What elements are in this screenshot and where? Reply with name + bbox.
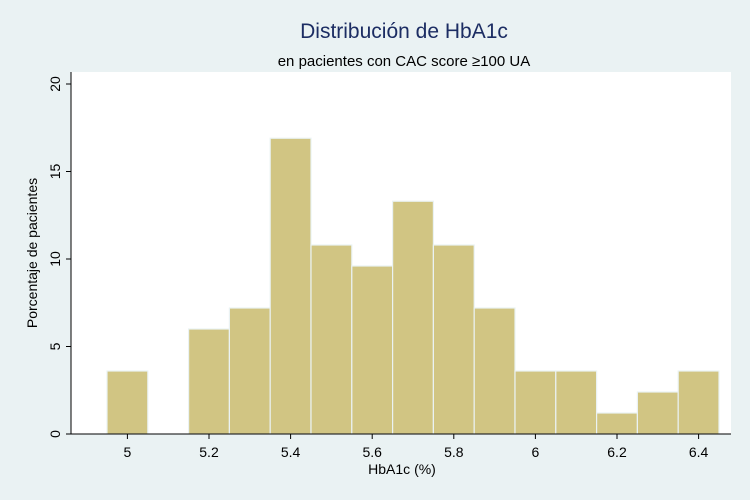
- y-tick-label: 15: [47, 164, 63, 180]
- x-tick-label: 6.4: [689, 444, 709, 460]
- histogram-bar: [269, 137, 312, 435]
- x-tick-label: 5.2: [199, 444, 219, 460]
- axes: 5 5.2 5.4 5.6 5.8 6 6.2 6.4 0 5 10 15 20: [47, 72, 731, 460]
- histogram-bar: [677, 370, 720, 435]
- chart-subtitle: en pacientes con CAC score ≥100 UA: [278, 53, 531, 70]
- x-tick-label: 5: [124, 444, 132, 460]
- histogram-bar: [595, 412, 638, 435]
- x-tick-label: 6.2: [607, 444, 627, 460]
- histogram-bar: [432, 244, 475, 435]
- y-tick-label: 10: [47, 251, 63, 267]
- x-tick-label: 6: [532, 444, 540, 460]
- histogram-bar: [636, 391, 679, 435]
- histogram-bar: [188, 328, 231, 435]
- y-tick-label: 0: [47, 430, 63, 438]
- histogram-bars: [106, 137, 720, 435]
- histogram-bar: [310, 244, 353, 435]
- histogram-bar: [514, 370, 557, 435]
- x-tick-label: 5.8: [444, 444, 464, 460]
- histogram-bar: [106, 370, 149, 435]
- y-axis-title: Porcentaje de pacientes: [24, 178, 40, 328]
- histogram-bar: [228, 307, 271, 435]
- x-tick-label: 5.4: [281, 444, 301, 460]
- chart-title: Distribución de HbA1c: [300, 20, 508, 43]
- histogram-bar: [392, 200, 435, 435]
- x-axis-title: HbA1c (%): [368, 461, 436, 477]
- x-tick-label: 5.6: [362, 444, 382, 460]
- histogram-bar: [473, 307, 516, 435]
- y-tick-label: 5: [47, 342, 63, 350]
- y-tick-label: 20: [47, 76, 63, 92]
- histogram-bar: [555, 370, 598, 435]
- histogram-bar: [351, 265, 394, 435]
